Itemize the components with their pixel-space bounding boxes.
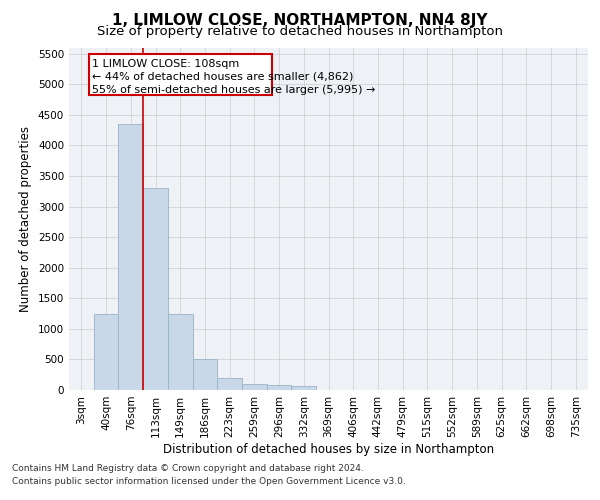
Text: Contains public sector information licensed under the Open Government Licence v3: Contains public sector information licen…	[12, 478, 406, 486]
Text: Contains HM Land Registry data © Crown copyright and database right 2024.: Contains HM Land Registry data © Crown c…	[12, 464, 364, 473]
Text: ← 44% of detached houses are smaller (4,862): ← 44% of detached houses are smaller (4,…	[92, 72, 354, 82]
Bar	[94, 314, 118, 390]
Bar	[292, 386, 316, 390]
Bar	[143, 188, 168, 390]
X-axis label: Distribution of detached houses by size in Northampton: Distribution of detached houses by size …	[163, 442, 494, 456]
Bar	[242, 384, 267, 390]
Bar	[267, 385, 292, 390]
Y-axis label: Number of detached properties: Number of detached properties	[19, 126, 32, 312]
Bar	[217, 378, 242, 390]
Text: 1 LIMLOW CLOSE: 108sqm: 1 LIMLOW CLOSE: 108sqm	[92, 59, 240, 69]
Bar	[193, 360, 217, 390]
Bar	[168, 314, 193, 390]
Text: Size of property relative to detached houses in Northampton: Size of property relative to detached ho…	[97, 25, 503, 38]
Bar	[118, 124, 143, 390]
Text: 1, LIMLOW CLOSE, NORTHAMPTON, NN4 8JY: 1, LIMLOW CLOSE, NORTHAMPTON, NN4 8JY	[112, 12, 488, 28]
Text: 55% of semi-detached houses are larger (5,995) →: 55% of semi-detached houses are larger (…	[92, 85, 376, 95]
FancyBboxPatch shape	[89, 54, 272, 95]
